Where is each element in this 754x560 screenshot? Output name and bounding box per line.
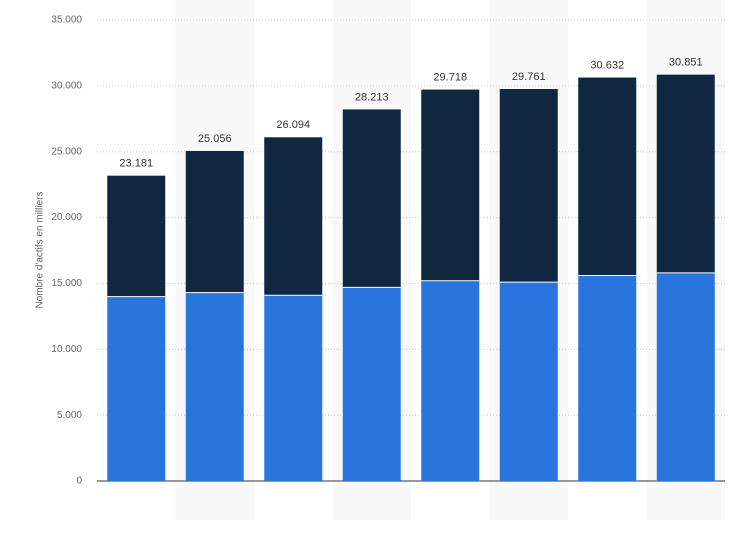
bar-segment (107, 175, 166, 297)
total-label: 25.056 (198, 133, 232, 145)
bar-segment (656, 74, 715, 273)
bar-segment (421, 89, 480, 281)
y-tick-label: 20.000 (51, 212, 82, 223)
bar-segment (264, 137, 323, 296)
total-label: 23.181 (119, 158, 153, 170)
bar-segment (185, 150, 244, 293)
y-tick-label: 0 (76, 476, 82, 487)
y-axis-label: Nombre d'actifs en milliers (35, 192, 46, 309)
bar-segment (421, 280, 480, 481)
y-tick-label: 15.000 (51, 278, 82, 289)
total-label: 30.632 (590, 59, 624, 71)
y-tick-label: 25.000 (51, 146, 82, 157)
total-label: 30.851 (669, 57, 703, 69)
total-label: 29.718 (433, 71, 467, 83)
bar-segment (578, 77, 637, 276)
total-label: 26.094 (276, 119, 310, 131)
bar-segment (264, 295, 323, 481)
bar-segment (185, 292, 244, 481)
total-label: 28.213 (355, 91, 389, 103)
y-tick-label: 5.000 (57, 410, 82, 421)
bar-segment (656, 272, 715, 481)
y-tick-label: 35.000 (51, 15, 82, 26)
bar-segment (342, 109, 401, 288)
bar-segment (499, 89, 558, 283)
y-tick-label: 10.000 (51, 344, 82, 355)
bar-segment (499, 282, 558, 481)
y-tick-label: 30.000 (51, 80, 82, 91)
bar-segment (107, 296, 166, 481)
total-label: 29.761 (512, 71, 546, 83)
bar-segment (578, 275, 637, 481)
bar-segment (342, 287, 401, 481)
